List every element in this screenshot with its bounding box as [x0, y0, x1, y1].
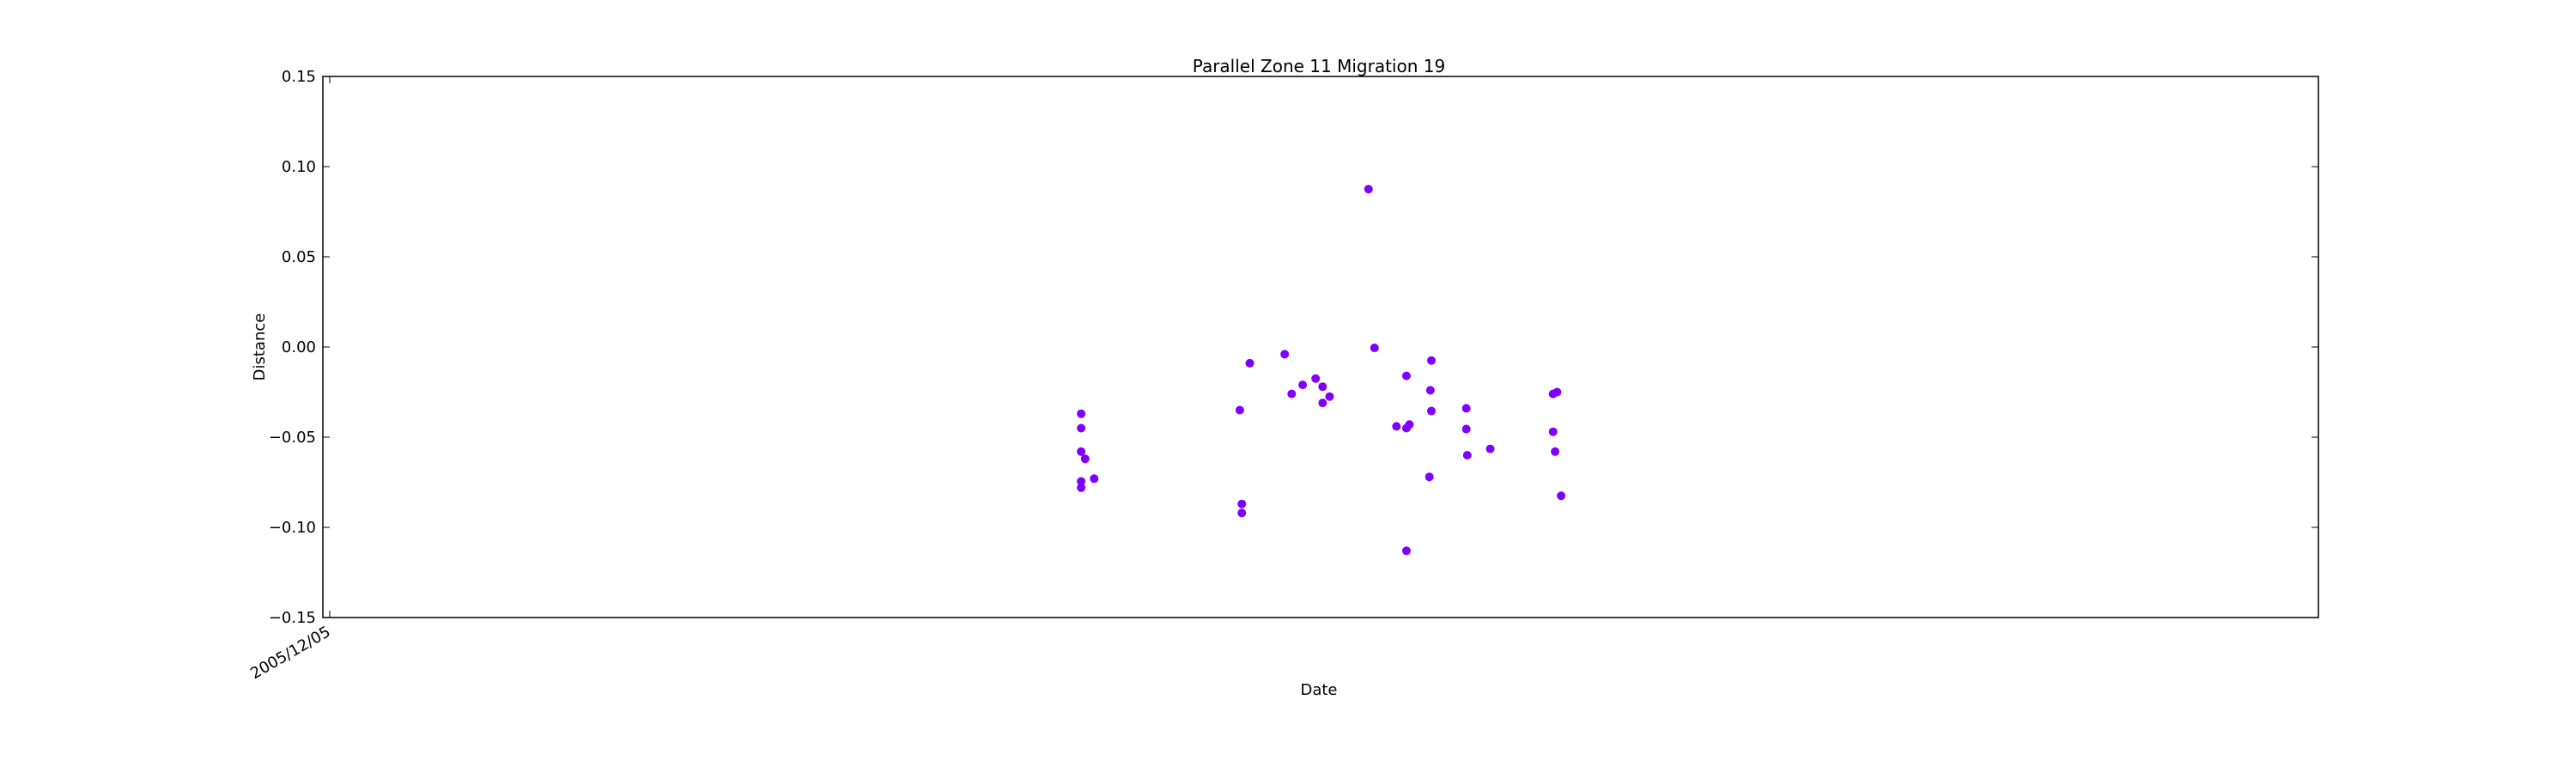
data-point — [1237, 508, 1247, 518]
data-point — [1425, 386, 1435, 395]
data-point — [1557, 491, 1566, 501]
data-point — [1077, 447, 1086, 456]
data-point — [1090, 474, 1099, 484]
data-point — [1298, 380, 1308, 390]
data-point — [1364, 185, 1373, 194]
data-point — [1462, 451, 1472, 460]
data-point — [1311, 374, 1321, 383]
data-point — [1426, 406, 1436, 416]
data-point — [1392, 422, 1401, 431]
data-point — [1426, 356, 1436, 365]
data-point — [1245, 358, 1255, 368]
chart-title: Parallel Zone 11 Migration 19 — [1193, 56, 1445, 76]
data-point — [1280, 350, 1290, 359]
data-point — [1318, 382, 1327, 392]
data-point — [1237, 499, 1247, 508]
data-point — [1077, 423, 1086, 433]
data-point — [1548, 427, 1558, 436]
y-tick-label: 0.10 — [282, 158, 316, 176]
data-point — [1325, 392, 1334, 401]
data-point — [1461, 424, 1471, 434]
data-point — [1235, 405, 1244, 415]
data-point — [1287, 389, 1297, 399]
data-point — [1077, 477, 1086, 486]
data-point — [1077, 483, 1086, 492]
data-point — [1077, 409, 1086, 418]
data-point — [1552, 387, 1562, 397]
data-point — [1401, 371, 1411, 380]
x-axis-label: Date — [1300, 681, 1337, 699]
y-tick-label: −0.15 — [269, 609, 316, 627]
y-axis-label: Distance — [251, 313, 269, 381]
data-point — [1370, 344, 1379, 353]
data-point — [1318, 399, 1327, 408]
y-tick-label: −0.05 — [269, 429, 316, 447]
y-tick-label: 0.15 — [282, 68, 316, 86]
y-tick-label: 0.05 — [282, 248, 316, 266]
y-axis-ticks: 0.15 0.10 0.05 0.00 −0.05 −0.10 −0.15 — [269, 68, 2318, 627]
data-point — [1080, 454, 1090, 464]
data-point — [1551, 447, 1560, 456]
y-tick-label: −0.10 — [269, 519, 316, 537]
data-point — [1461, 404, 1471, 413]
data-point — [1485, 444, 1495, 453]
data-point — [1425, 472, 1434, 482]
data-point — [1401, 546, 1411, 556]
data-point — [1405, 420, 1414, 429]
y-tick-label: 0.00 — [282, 338, 316, 356]
scatter-points — [1077, 185, 1566, 556]
